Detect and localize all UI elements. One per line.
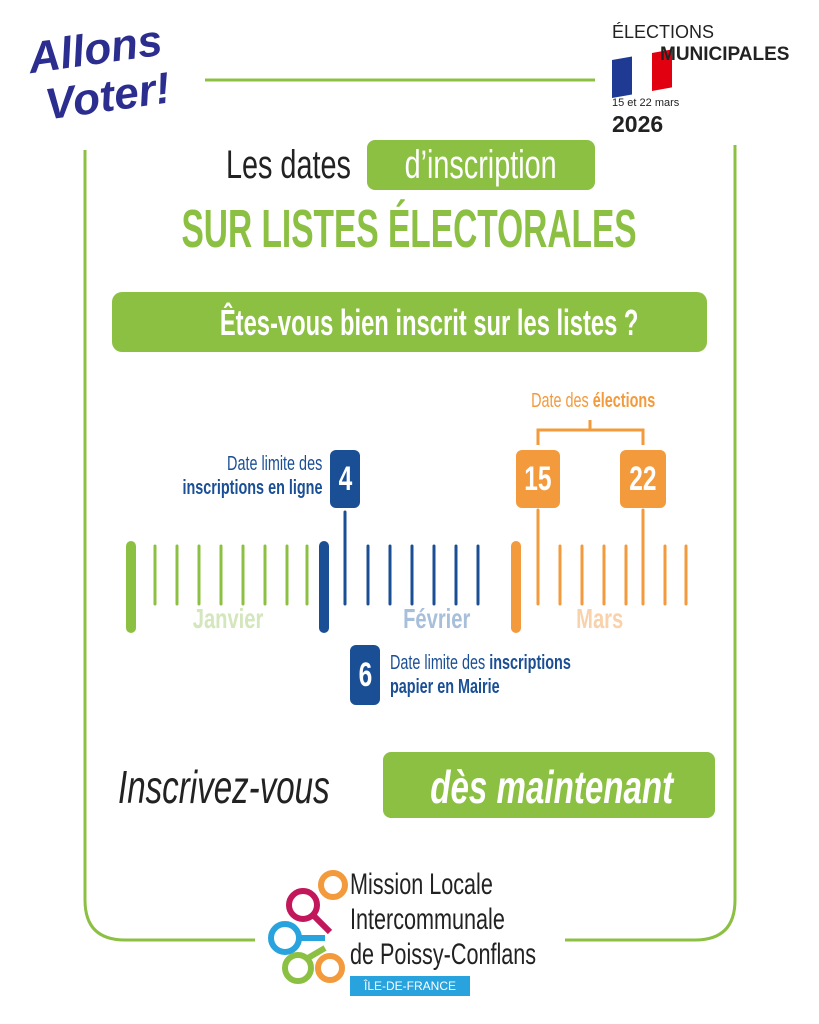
elections-lead: Date des	[530, 390, 589, 412]
online-day-label: 4	[338, 459, 352, 498]
title-highlight: d’inscription	[404, 143, 558, 187]
election-day-label: 15	[524, 459, 552, 498]
elections-bold: élections	[592, 390, 656, 412]
paper-day: 6	[350, 645, 380, 705]
online-line2: inscriptions en ligne	[181, 477, 322, 499]
badge-year: 2026	[612, 111, 664, 137]
elections-bracket	[536, 420, 645, 445]
footer-line1: Mission Locale	[350, 868, 493, 901]
election-day: 15	[516, 450, 560, 508]
title-highlight-box	[367, 140, 595, 190]
footer-region: ÎLE-DE-FRANCE	[350, 976, 470, 996]
timeline-ticks	[126, 508, 688, 633]
election-day-label: 22	[629, 459, 657, 498]
footer-line3: de Poissy-Conflans	[350, 938, 537, 971]
call-highlight: dès maintenant	[430, 761, 674, 813]
title: SUR LISTES ÉLECTORALES	[181, 199, 638, 259]
badge-dates: 15 et 22 mars	[612, 97, 680, 109]
title-lead: Les dates	[226, 143, 351, 187]
call-highlight-box	[383, 752, 715, 818]
online-line1: Date limite des	[226, 453, 322, 475]
paper-day-label: 6	[358, 655, 372, 694]
frame	[83, 78, 737, 942]
question: Êtes-vous bien inscrit sur les listes ?	[219, 302, 639, 343]
paper-line1-lead: Date limite des	[390, 652, 486, 674]
election-day: 22	[620, 450, 666, 508]
month: Mars	[576, 603, 624, 634]
paper-line2: papier en Mairie	[390, 676, 500, 698]
month: Janvier	[192, 603, 264, 634]
call-lead: Inscrivez-vous	[118, 761, 330, 813]
online-day: 4	[330, 450, 360, 508]
badge-subtitle: MUNICIPALES	[660, 44, 790, 65]
question-box	[112, 292, 707, 352]
month: Février	[403, 603, 471, 634]
flag	[612, 49, 672, 98]
badge-title: ÉLECTIONS	[612, 22, 715, 42]
paper-line1-bold: inscriptions	[489, 652, 571, 674]
footer-line2: Intercommunale	[350, 903, 505, 936]
footer-icon	[268, 870, 348, 984]
